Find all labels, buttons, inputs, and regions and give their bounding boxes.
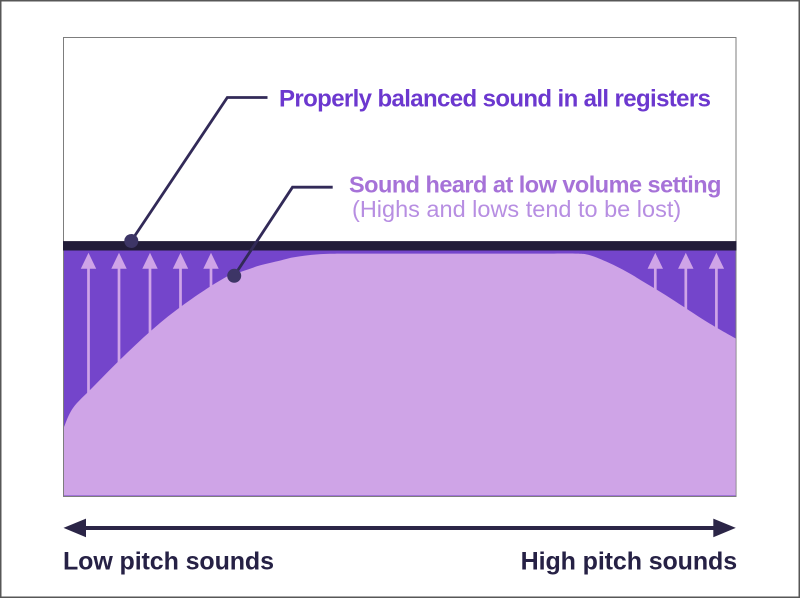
svg-text:(Highs and lows tend to be los: (Highs and lows tend to be lost) bbox=[352, 196, 681, 222]
svg-text:Properly balanced sound in all: Properly balanced sound in all registers bbox=[279, 86, 711, 113]
svg-text:Low pitch sounds: Low pitch sounds bbox=[63, 548, 274, 576]
svg-text:High pitch sounds: High pitch sounds bbox=[521, 548, 737, 576]
svg-text:Sound heard at low volume sett: Sound heard at low volume setting bbox=[349, 172, 721, 198]
